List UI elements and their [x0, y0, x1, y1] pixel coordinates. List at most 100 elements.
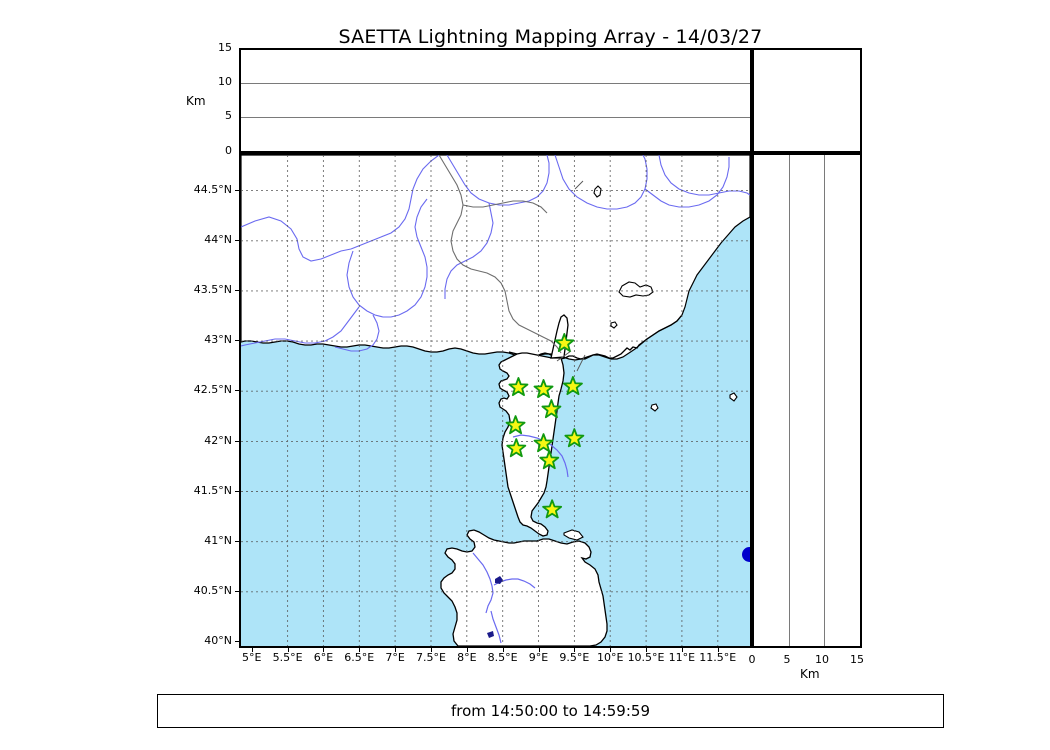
admin-borders — [438, 155, 562, 354]
map-xtick-label: 5°E — [242, 651, 262, 664]
montecristo-island — [650, 403, 659, 412]
sardinia-lake-2 — [487, 631, 494, 638]
giglio-island — [729, 392, 738, 402]
map-ytick-mark — [235, 190, 239, 192]
right-panel-axis-label: Km — [800, 667, 820, 681]
map-xtick-label: 11°E — [668, 651, 696, 664]
page-title: SAETTA Lightning Mapping Array - 14/03/2… — [338, 26, 763, 48]
lma-station-marker[interactable] — [541, 399, 562, 419]
sardinia-river-1 — [472, 552, 494, 614]
mainland-rivers — [241, 155, 750, 352]
lma-station-marker[interactable] — [562, 376, 583, 396]
map-xtick-label: 9.5°E — [559, 651, 590, 664]
map-ytick-mark — [235, 590, 239, 592]
map-ytick-mark — [235, 640, 239, 642]
map-xtick-mark — [538, 648, 540, 652]
corsica-river — [512, 434, 569, 478]
map-ytick-mark — [235, 440, 239, 442]
lma-station-marker[interactable] — [564, 428, 585, 448]
top-panel-ytick-15: 15 — [218, 41, 232, 54]
map-ytick-label: 44°N — [204, 233, 232, 247]
top-panel-axis-label: Km — [186, 94, 206, 108]
right-panel-xtick-0: 0 — [748, 653, 756, 666]
map-xtick-label: 7.5°E — [415, 651, 446, 664]
map-xtick-mark — [359, 648, 361, 652]
map-xtick-label: 8°E — [457, 651, 477, 664]
map-xtick-label: 6°E — [313, 651, 334, 664]
map-ytick-label: 42.5°N — [193, 383, 232, 397]
map-ytick-label: 44.5°N — [193, 183, 232, 197]
gridline-h — [241, 83, 750, 84]
map-xtick-mark — [610, 648, 612, 652]
map-xtick-mark — [574, 648, 576, 652]
map-ytick-mark — [235, 540, 239, 542]
map-ytick-label: 43.5°N — [193, 283, 232, 297]
altitude-longitude-panel[interactable] — [239, 48, 752, 153]
map-xtick-mark — [681, 648, 683, 652]
map-xtick-mark — [395, 648, 397, 652]
map-xtick-label: 10°E — [596, 651, 624, 664]
lma-station-markers[interactable] — [505, 332, 585, 519]
map-xtick-label: 11.5°E — [699, 651, 737, 664]
lma-station-marker[interactable] — [554, 332, 575, 352]
top-panel-ytick-10: 10 — [218, 75, 232, 88]
map-xtick-mark — [287, 648, 289, 652]
map-ytick-mark — [235, 340, 239, 342]
sardinia-lake-1 — [495, 576, 503, 584]
map-xtick-label: 9°E — [528, 651, 549, 664]
map-xtick-label: 10.5°E — [627, 651, 665, 664]
lma-station-marker[interactable] — [542, 499, 563, 519]
status-bar[interactable]: from 14:50:00 to 14:59:59 — [157, 694, 944, 728]
lma-station-marker[interactable] — [533, 433, 554, 453]
map-ytick-label: 41°N — [204, 533, 232, 547]
right-panel-xtick-15: 15 — [850, 653, 864, 666]
right-panel-xtick-5: 5 — [783, 653, 791, 666]
top-panel-ytick-0: 0 — [225, 144, 232, 157]
map-graphics — [241, 155, 750, 646]
map-ytick-label: 40.5°N — [193, 583, 232, 597]
gridline-h — [241, 117, 750, 118]
gridline-v — [789, 155, 790, 646]
lma-station-marker[interactable] — [506, 438, 527, 458]
lma-station-marker[interactable] — [508, 377, 529, 397]
elba-island — [618, 281, 654, 298]
map-xtick-label: 7°E — [385, 651, 405, 664]
map-ytick-mark — [235, 390, 239, 392]
map-gridlines — [241, 155, 750, 646]
map-xtick-mark — [466, 648, 468, 652]
gridline-v — [824, 155, 825, 646]
map-ytick-mark — [235, 240, 239, 242]
map-xtick-mark — [717, 648, 719, 652]
map-xtick-mark — [430, 648, 432, 652]
map-ytick-label: 43°N — [204, 333, 232, 347]
maddalena-island — [563, 529, 584, 541]
blue-point-marker[interactable] — [742, 547, 750, 562]
map-xtick-label: 5.5°E — [272, 651, 303, 664]
sardinia-river-3 — [490, 610, 502, 644]
map-canvas[interactable] — [241, 155, 750, 646]
map-ytick-label: 42°N — [204, 433, 232, 447]
map-xtick-mark — [502, 648, 504, 652]
sardinia-island — [440, 529, 608, 646]
map-xtick-label: 6.5°E — [344, 651, 375, 664]
map-xtick-mark — [251, 648, 253, 652]
pianosa-island — [610, 321, 618, 329]
map-panel[interactable] — [239, 153, 752, 648]
map-ytick-mark — [235, 490, 239, 492]
time-range-text: from 14:50:00 to 14:59:59 — [450, 702, 650, 720]
capraia-island — [593, 185, 602, 198]
map-xtick-mark — [323, 648, 325, 652]
lma-station-marker[interactable] — [539, 450, 560, 470]
map-ytick-label: 41.5°N — [193, 483, 232, 497]
map-ytick-label: 40°N — [204, 633, 232, 647]
lma-station-marker[interactable] — [505, 415, 526, 435]
map-xtick-label: 8.5°E — [487, 651, 518, 664]
map-xtick-mark — [646, 648, 648, 652]
top-panel-ytick-5: 5 — [225, 109, 232, 122]
altitude-latitude-panel[interactable] — [752, 153, 862, 648]
strait-detail — [556, 180, 586, 372]
right-panel-xtick-10: 10 — [815, 653, 829, 666]
lma-station-marker[interactable] — [533, 379, 554, 399]
altitude-histogram-panel[interactable] — [752, 48, 862, 153]
map-ytick-mark — [235, 290, 239, 292]
